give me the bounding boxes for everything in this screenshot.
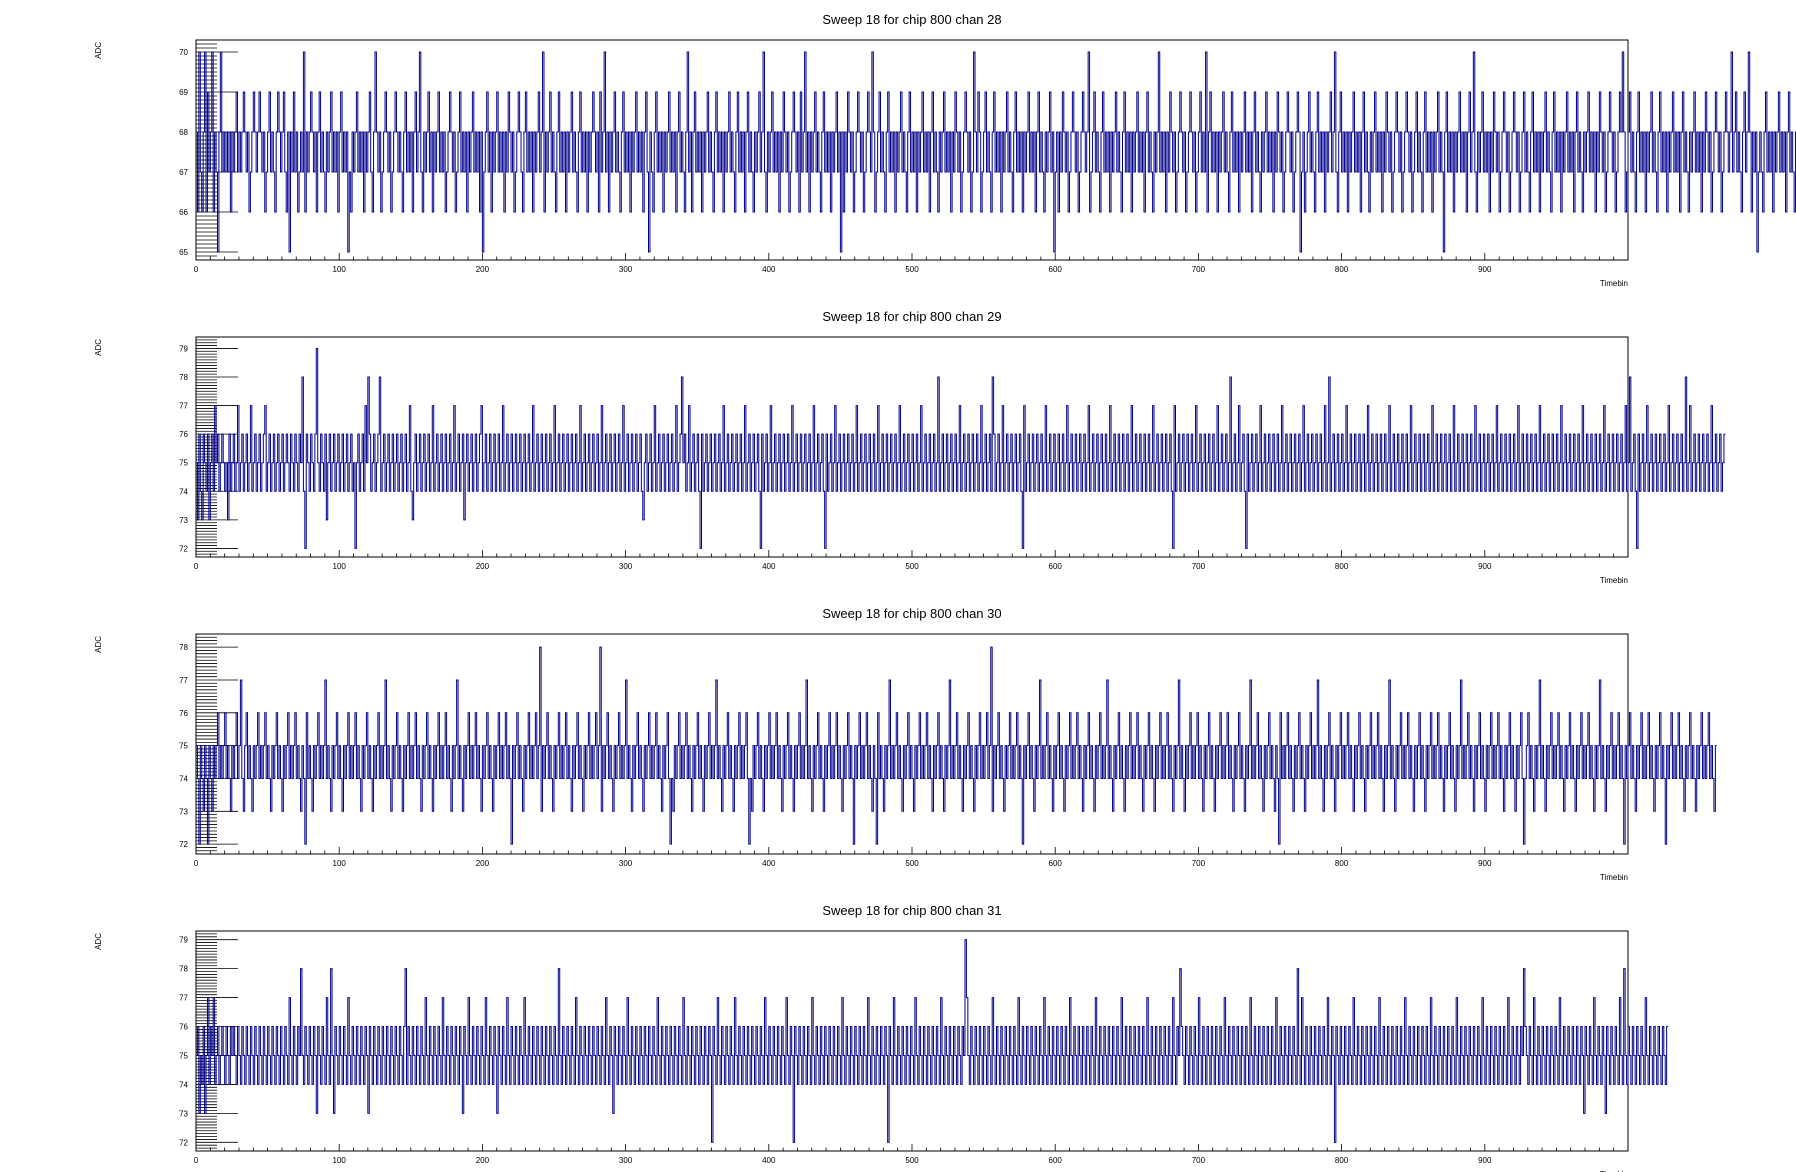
y-tick-label: 78 xyxy=(179,965,188,974)
x-axis-label: Timebin xyxy=(1600,576,1628,585)
x-tick-label: 300 xyxy=(619,859,633,868)
y-tick-label: 72 xyxy=(179,544,188,553)
x-tick-label: 700 xyxy=(1192,265,1206,274)
x-tick-label: 700 xyxy=(1192,859,1206,868)
chart-title: Sweep 18 for chip 800 chan 28 xyxy=(822,12,1001,27)
y-tick-label: 76 xyxy=(179,1023,188,1032)
y-tick-label: 65 xyxy=(179,248,188,257)
x-tick-label: 200 xyxy=(476,859,490,868)
x-tick-label: 900 xyxy=(1478,562,1492,571)
x-tick-label: 100 xyxy=(333,859,347,868)
y-tick-label: 75 xyxy=(179,742,188,751)
y-tick-label: 74 xyxy=(179,487,188,496)
x-tick-label: 800 xyxy=(1335,859,1349,868)
y-tick-label: 75 xyxy=(179,459,188,468)
x-tick-label: 500 xyxy=(905,1156,919,1165)
x-tick-label: 600 xyxy=(1049,1156,1063,1165)
y-tick-label: 74 xyxy=(179,1080,188,1089)
x-tick-label: 800 xyxy=(1335,1156,1349,1165)
panel-0: Sweep 18 for chip 800 chan 28 ADC Timebin 0… xyxy=(94,12,1796,288)
x-tick-label: 800 xyxy=(1335,562,1349,571)
x-tick-label: 800 xyxy=(1335,265,1349,274)
y-axis-label: ADC xyxy=(94,636,103,653)
y-tick-label: 77 xyxy=(179,676,188,685)
x-tick-label: 100 xyxy=(333,1156,347,1165)
y-tick-label: 77 xyxy=(179,402,188,411)
x-tick-label: 0 xyxy=(194,1156,199,1165)
chart-title: Sweep 18 for chip 800 chan 30 xyxy=(822,606,1001,621)
x-tick-label: 400 xyxy=(762,859,776,868)
y-tick-label: 70 xyxy=(179,48,188,57)
x-tick-label: 100 xyxy=(333,562,347,571)
y-tick-label: 68 xyxy=(179,128,188,137)
data-series-line xyxy=(196,646,1717,845)
x-tick-label: 900 xyxy=(1478,1156,1492,1165)
x-tick-label: 200 xyxy=(476,265,490,274)
chart-title: Sweep 18 for chip 800 chan 31 xyxy=(822,903,1001,918)
x-tick-label: 500 xyxy=(905,859,919,868)
data-series-line xyxy=(196,939,1669,1143)
x-tick-label: 0 xyxy=(194,859,199,868)
y-tick-label: 75 xyxy=(179,1051,188,1060)
x-tick-label: 300 xyxy=(619,1156,633,1165)
x-tick-label: 400 xyxy=(762,1156,776,1165)
y-tick-label: 69 xyxy=(179,88,188,97)
x-axis-label: Timebin xyxy=(1600,1170,1628,1172)
y-tick-label: 76 xyxy=(179,709,188,718)
y-tick-label: 78 xyxy=(179,643,188,652)
y-tick-label: 66 xyxy=(179,208,188,217)
chart-title: Sweep 18 for chip 800 chan 29 xyxy=(822,309,1001,324)
y-tick-label: 77 xyxy=(179,994,188,1003)
y-axis-label: ADC xyxy=(94,339,103,356)
y-axis-label: ADC xyxy=(94,933,103,950)
panel-3: Sweep 18 for chip 800 chan 31 ADC Timebin 0… xyxy=(94,903,1669,1172)
x-tick-label: 200 xyxy=(476,1156,490,1165)
x-tick-label: 700 xyxy=(1192,1156,1206,1165)
x-tick-label: 700 xyxy=(1192,562,1206,571)
x-tick-label: 400 xyxy=(762,265,776,274)
x-tick-label: 300 xyxy=(619,562,633,571)
x-axis-label: Timebin xyxy=(1600,279,1628,288)
panel-2: Sweep 18 for chip 800 chan 30 ADC Timebin 0… xyxy=(94,606,1717,882)
y-tick-label: 76 xyxy=(179,430,188,439)
y-tick-label: 72 xyxy=(179,1138,188,1147)
plot-frame xyxy=(195,633,1629,855)
data-series-line xyxy=(196,347,1726,549)
x-tick-label: 0 xyxy=(194,562,199,571)
y-tick-label: 73 xyxy=(179,807,188,816)
x-tick-label: 600 xyxy=(1049,265,1063,274)
x-tick-label: 400 xyxy=(762,562,776,571)
x-tick-label: 200 xyxy=(476,562,490,571)
y-tick-label: 73 xyxy=(179,1109,188,1118)
x-axis-label: Timebin xyxy=(1600,873,1628,882)
y-tick-label: 78 xyxy=(179,373,188,382)
x-tick-label: 0 xyxy=(194,265,199,274)
x-tick-label: 500 xyxy=(905,265,919,274)
panel-1: Sweep 18 for chip 800 chan 29 ADC Timebin 0… xyxy=(94,309,1726,585)
y-tick-label: 72 xyxy=(179,840,188,849)
y-tick-label: 79 xyxy=(179,344,188,353)
x-tick-label: 300 xyxy=(619,265,633,274)
y-tick-label: 79 xyxy=(179,936,188,945)
x-tick-label: 100 xyxy=(333,265,347,274)
data-series-line xyxy=(196,51,1796,253)
x-tick-label: 900 xyxy=(1478,859,1492,868)
y-tick-label: 67 xyxy=(179,168,188,177)
x-tick-label: 600 xyxy=(1049,859,1063,868)
x-tick-label: 500 xyxy=(905,562,919,571)
y-tick-label: 74 xyxy=(179,774,188,783)
x-tick-label: 600 xyxy=(1049,562,1063,571)
x-tick-label: 900 xyxy=(1478,265,1492,274)
y-axis-label: ADC xyxy=(94,42,103,59)
y-tick-label: 73 xyxy=(179,516,188,525)
